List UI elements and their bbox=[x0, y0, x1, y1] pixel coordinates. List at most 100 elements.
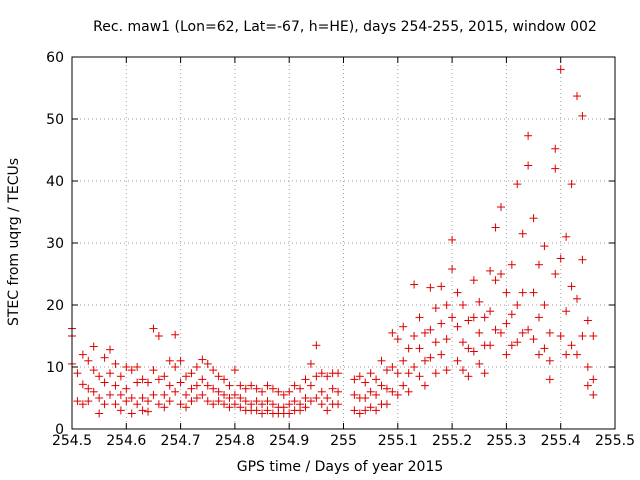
data-point bbox=[328, 384, 337, 393]
data-point bbox=[502, 288, 511, 297]
data-point bbox=[225, 381, 234, 390]
data-point bbox=[410, 363, 419, 371]
data-point bbox=[426, 325, 435, 334]
data-point bbox=[350, 406, 359, 415]
data-point bbox=[513, 180, 522, 189]
data-point bbox=[388, 363, 397, 371]
plot-frame bbox=[71, 56, 616, 430]
y-axis-label: STEC from uqrg / TECUs bbox=[6, 158, 22, 326]
data-point bbox=[258, 409, 267, 418]
data-point bbox=[236, 403, 245, 412]
data-point bbox=[144, 378, 153, 387]
data-point bbox=[496, 328, 505, 337]
data-point bbox=[182, 390, 191, 399]
data-point bbox=[589, 332, 598, 340]
data-point bbox=[214, 397, 223, 406]
data-point bbox=[448, 265, 457, 274]
data-point bbox=[187, 384, 196, 393]
data-point bbox=[187, 397, 196, 406]
data-point bbox=[496, 270, 505, 278]
data-point bbox=[388, 328, 397, 337]
data-point bbox=[122, 363, 131, 371]
data-point bbox=[306, 359, 315, 368]
data-point bbox=[534, 260, 543, 269]
data-point bbox=[420, 328, 429, 337]
data-point bbox=[437, 319, 446, 328]
data-point bbox=[78, 380, 87, 389]
data-point bbox=[556, 332, 565, 340]
data-point bbox=[589, 390, 598, 399]
data-point bbox=[377, 356, 386, 365]
data-point bbox=[453, 288, 462, 297]
data-point bbox=[301, 394, 310, 402]
x-tick-label: 255 bbox=[330, 433, 357, 449]
data-point bbox=[73, 369, 82, 378]
data-point bbox=[317, 387, 326, 396]
data-point bbox=[317, 369, 326, 378]
data-point bbox=[171, 330, 180, 339]
data-point bbox=[187, 369, 196, 378]
data-point bbox=[100, 400, 109, 409]
data-point bbox=[524, 325, 533, 334]
data-point bbox=[361, 406, 370, 415]
data-points bbox=[68, 65, 598, 418]
data-point bbox=[382, 384, 391, 393]
data-point bbox=[106, 390, 115, 399]
data-point bbox=[366, 369, 375, 378]
data-point bbox=[95, 409, 104, 418]
data-point bbox=[513, 301, 522, 309]
data-point bbox=[572, 294, 581, 303]
data-point bbox=[214, 372, 223, 381]
data-point bbox=[241, 397, 250, 406]
data-point bbox=[458, 366, 467, 375]
data-point bbox=[502, 319, 511, 328]
data-point bbox=[415, 372, 424, 381]
data-point bbox=[306, 397, 315, 406]
data-point bbox=[551, 144, 560, 153]
data-point bbox=[274, 387, 283, 396]
data-point bbox=[258, 400, 267, 409]
data-point bbox=[469, 276, 478, 285]
data-point bbox=[268, 400, 277, 409]
data-point bbox=[78, 400, 87, 409]
data-point bbox=[133, 378, 142, 387]
data-point bbox=[567, 341, 576, 350]
data-point bbox=[236, 381, 245, 390]
data-point bbox=[350, 375, 359, 384]
data-point bbox=[160, 390, 169, 399]
data-point bbox=[404, 387, 413, 396]
data-point bbox=[290, 381, 299, 390]
data-point bbox=[296, 384, 305, 393]
data-point bbox=[567, 282, 576, 291]
data-point bbox=[355, 372, 364, 381]
data-point bbox=[73, 397, 82, 406]
data-point bbox=[323, 394, 332, 402]
x-tick-label: 254.6 bbox=[106, 433, 146, 449]
data-point bbox=[203, 381, 212, 390]
data-point bbox=[116, 372, 125, 381]
data-point bbox=[372, 390, 381, 399]
data-point bbox=[116, 406, 125, 415]
y-tick-label: 0 bbox=[55, 422, 64, 438]
data-point bbox=[486, 266, 495, 275]
data-point bbox=[198, 355, 207, 364]
data-point bbox=[192, 363, 201, 371]
data-point bbox=[507, 260, 516, 269]
data-point bbox=[133, 400, 142, 409]
data-point bbox=[442, 301, 451, 309]
y-tick-label: 30 bbox=[46, 236, 64, 252]
data-point bbox=[469, 347, 478, 356]
x-tick-label: 255.5 bbox=[595, 433, 635, 449]
data-point bbox=[214, 387, 223, 396]
data-point bbox=[138, 394, 147, 402]
data-point bbox=[203, 397, 212, 406]
data-point bbox=[301, 375, 310, 384]
data-point bbox=[127, 366, 136, 375]
data-point bbox=[154, 400, 163, 409]
data-point bbox=[562, 307, 571, 316]
data-point bbox=[458, 338, 467, 347]
data-point bbox=[415, 344, 424, 353]
data-point bbox=[182, 403, 191, 412]
data-point bbox=[111, 400, 120, 409]
data-point bbox=[583, 316, 592, 325]
